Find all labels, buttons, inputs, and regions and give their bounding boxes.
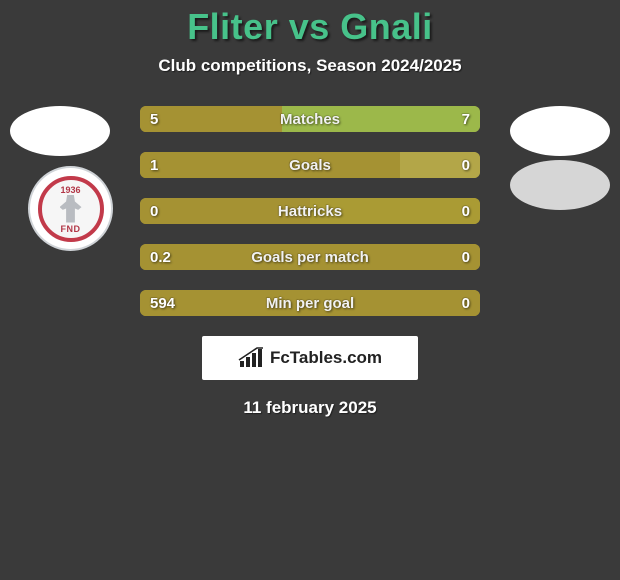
stat-right-value: 0 (462, 244, 470, 270)
subtitle: Club competitions, Season 2024/2025 (0, 56, 620, 76)
stat-rows: Matches57Goals10Hattricks00Goals per mat… (140, 106, 480, 316)
content-area: 1936 FND Matches57Goals10Hattricks00Goal… (0, 106, 620, 380)
stat-row: Min per goal594 0 (140, 290, 480, 316)
left-club-badge: 1936 FND (28, 166, 113, 251)
branding-text: FcTables.com (270, 348, 382, 368)
branding-badge: FcTables.com (202, 336, 418, 380)
player1-name: Fliter (187, 6, 278, 47)
club-badge-abbrev: FND (61, 224, 81, 234)
bar-chart-icon (238, 347, 264, 369)
stat-label: Hattricks (140, 198, 480, 224)
stat-label: Matches (140, 106, 480, 132)
club-badge-year: 1936 (60, 185, 80, 195)
club-badge-inner: 1936 FND (38, 176, 104, 242)
stat-row: Goals1 0 (140, 152, 480, 178)
stat-label: Goals (140, 152, 480, 178)
stat-right-value: 0 (462, 152, 470, 178)
stat-right-value: 0 (462, 290, 470, 316)
player2-name: Gnali (340, 6, 433, 47)
date-text: 11 february 2025 (0, 398, 620, 418)
stat-row: Matches5 7 (140, 106, 480, 132)
stat-left-value: 5 (150, 106, 158, 132)
vs-separator: vs (289, 6, 330, 47)
stat-left-value: 0 (150, 198, 158, 224)
stat-right-value: 7 (462, 106, 470, 132)
right-logo-ellipse-2 (510, 160, 610, 210)
club-badge-figure-icon (60, 195, 82, 223)
right-logo-ellipse-1 (510, 106, 610, 156)
stat-left-value: 594 (150, 290, 175, 316)
stat-label: Min per goal (140, 290, 480, 316)
stat-label: Goals per match (140, 244, 480, 270)
stat-left-value: 0.2 (150, 244, 171, 270)
comparison-infographic: Fliter vs Gnali Club competitions, Seaso… (0, 0, 620, 580)
stat-row: Goals per match0.2 0 (140, 244, 480, 270)
page-title: Fliter vs Gnali (0, 6, 620, 48)
stat-row: Hattricks0 0 (140, 198, 480, 224)
stat-right-value: 0 (462, 198, 470, 224)
left-logo-ellipse (10, 106, 110, 156)
stat-left-value: 1 (150, 152, 158, 178)
